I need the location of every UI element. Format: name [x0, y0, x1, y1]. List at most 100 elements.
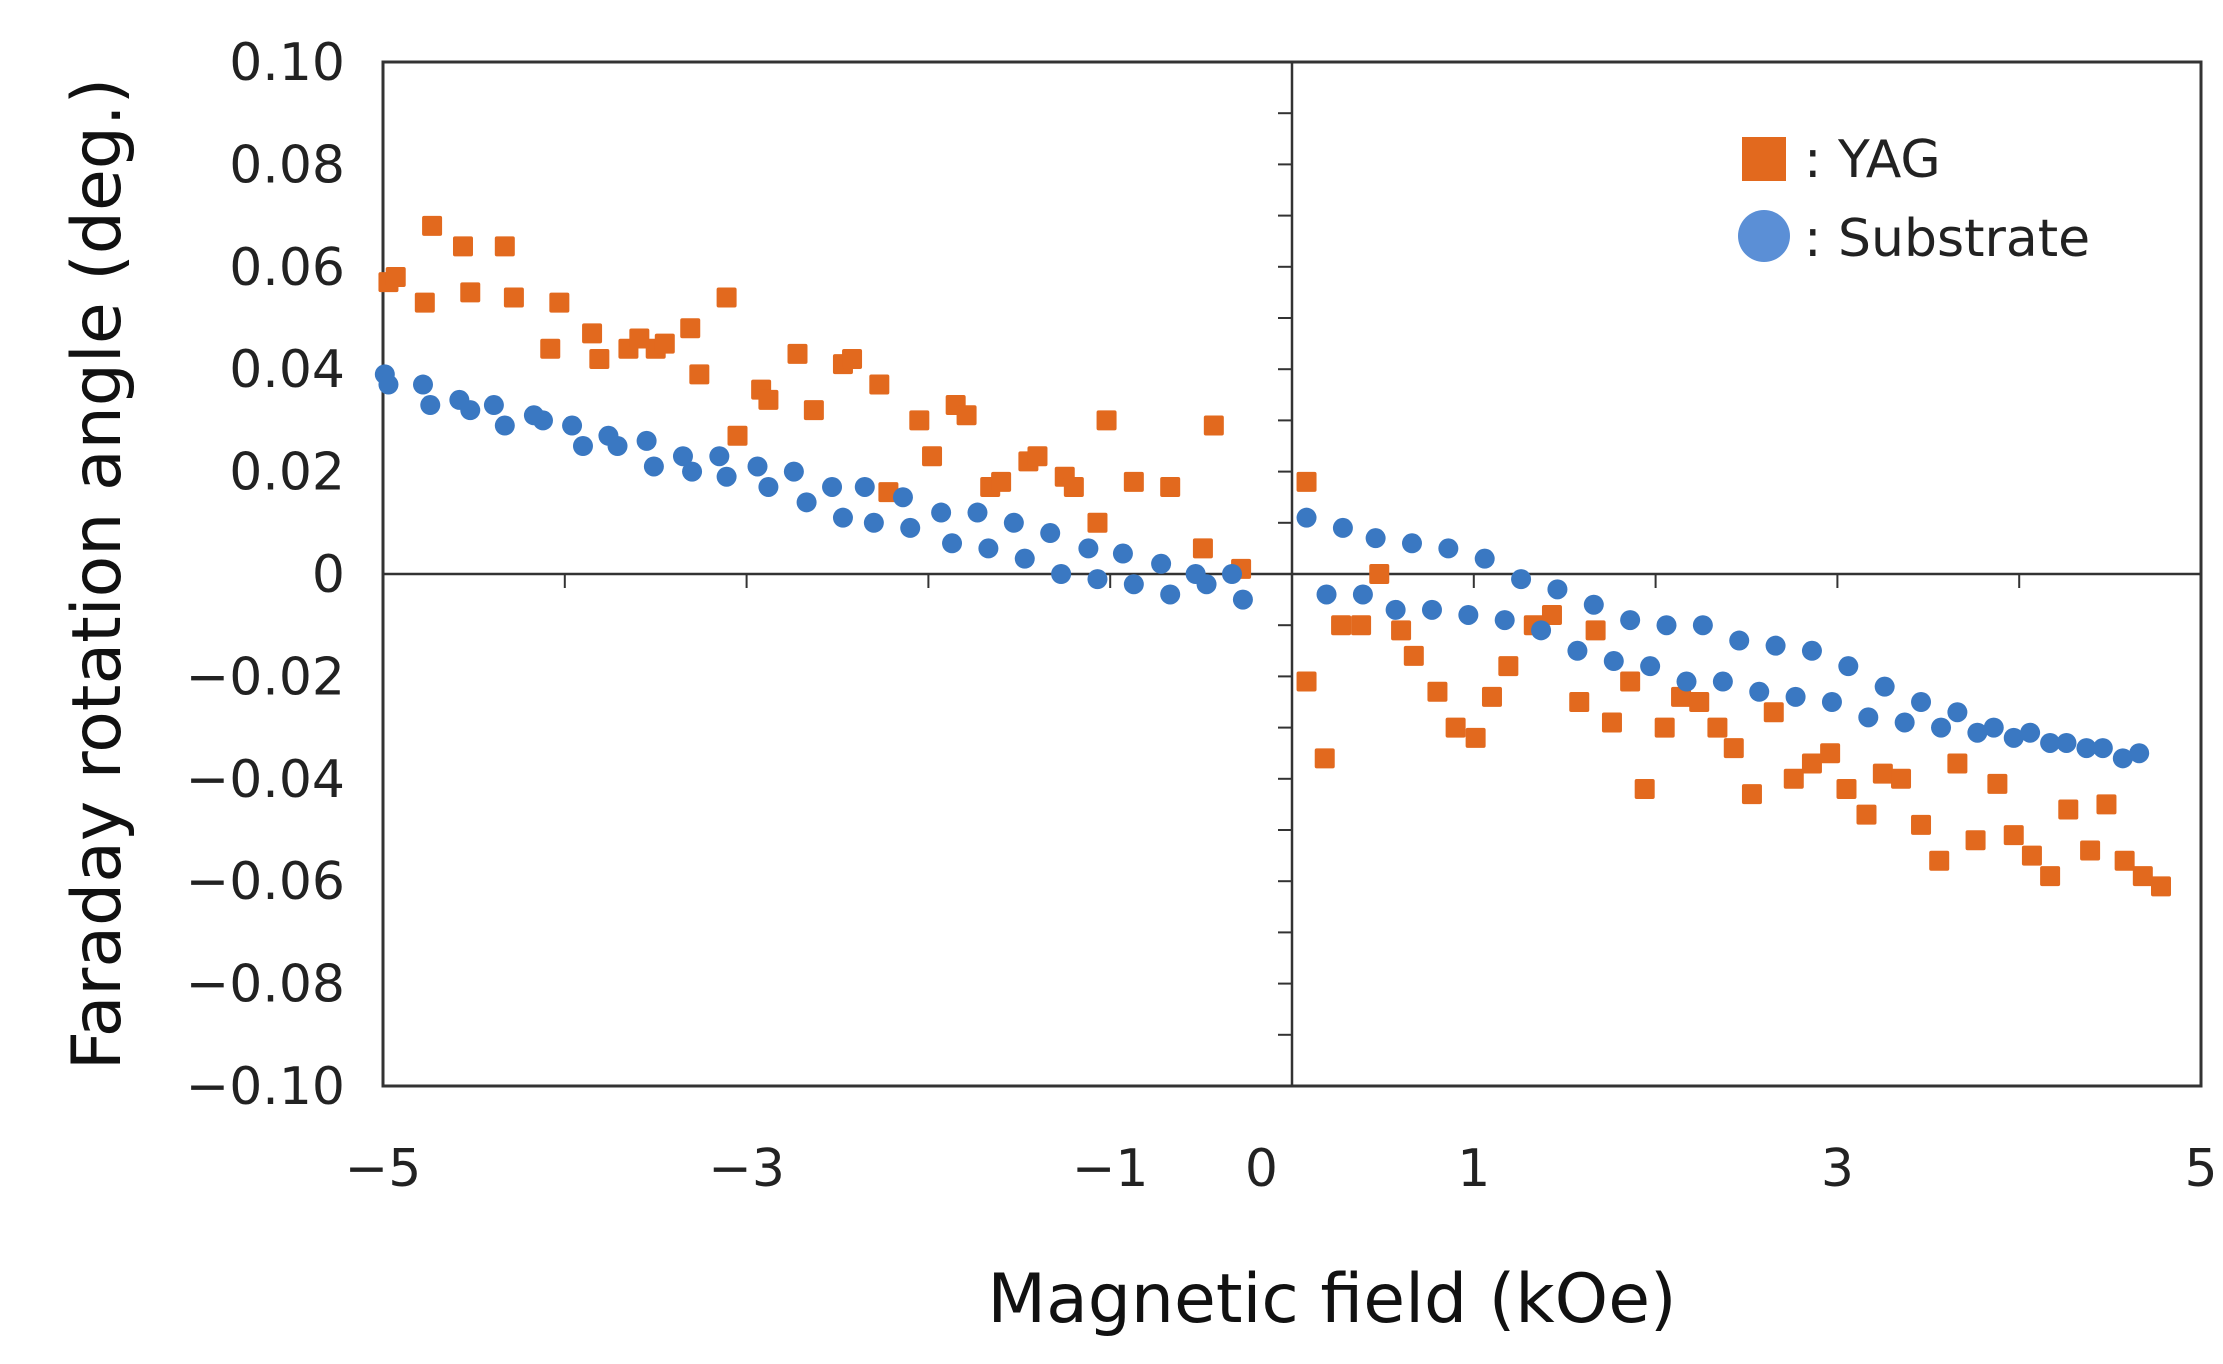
substrate-point — [1232, 589, 1253, 610]
y-tick-label: 0.06 — [229, 238, 345, 298]
yag-point — [1620, 671, 1641, 692]
yag-point — [1987, 773, 2008, 794]
substrate-point — [1531, 620, 1552, 641]
yag-point — [1929, 850, 1950, 871]
substrate-point — [758, 476, 779, 497]
yag-point — [1445, 717, 1466, 738]
substrate-point — [1458, 604, 1479, 625]
substrate-point — [1352, 584, 1373, 605]
yag-point — [991, 471, 1012, 492]
substrate-point — [1838, 656, 1859, 677]
yag-point — [1498, 656, 1519, 677]
yag-point — [422, 215, 443, 236]
yag-point — [680, 318, 701, 339]
yag-point — [1427, 681, 1448, 702]
x-tick-label: 1 — [1457, 1139, 1490, 1199]
substrate-point — [1640, 656, 1661, 677]
yag-point — [842, 348, 863, 369]
substrate-point — [1894, 712, 1915, 733]
yag-point — [1671, 686, 1692, 707]
y-axis-title: Faraday rotation angle (deg.) — [58, 78, 137, 1070]
yag-point — [460, 282, 481, 303]
substrate-point — [412, 374, 433, 395]
substrate-point — [1112, 543, 1133, 564]
yag-point — [869, 374, 890, 395]
substrate-point — [1931, 717, 1952, 738]
x-axis-title: Magnetic field (kOe) — [987, 1260, 1676, 1339]
substrate-point — [2003, 727, 2024, 748]
yag-point — [1856, 804, 1877, 825]
substrate-point — [483, 395, 504, 416]
yag-point — [494, 236, 515, 257]
substrate-point — [636, 430, 657, 451]
substrate-point — [709, 446, 730, 467]
y-tick-label: 0.08 — [229, 135, 345, 195]
substrate-point — [1583, 594, 1604, 615]
yag-point — [1541, 604, 1562, 625]
substrate-point — [1474, 548, 1495, 569]
yag-point — [1965, 830, 1986, 851]
substrate-point — [1421, 599, 1442, 620]
yag-point — [1836, 779, 1857, 800]
substrate-point — [460, 400, 481, 421]
substrate-point — [494, 415, 515, 436]
x-tick-label: 3 — [1821, 1139, 1854, 1199]
substrate-point — [643, 456, 664, 477]
yag-point — [589, 348, 610, 369]
substrate-point — [978, 538, 999, 559]
substrate-point — [2020, 722, 2041, 743]
yag-point — [787, 343, 808, 364]
substrate-point — [1196, 574, 1217, 595]
substrate-point — [1494, 610, 1515, 631]
substrate-point — [1801, 640, 1822, 661]
yag-point — [1296, 471, 1317, 492]
substrate-point — [900, 517, 921, 538]
substrate-point — [1785, 686, 1806, 707]
substrate-point — [1567, 640, 1588, 661]
substrate-point — [1385, 599, 1406, 620]
substrate-point — [2112, 748, 2133, 769]
substrate-point — [562, 415, 583, 436]
yag-point — [582, 323, 603, 344]
substrate-point — [1547, 579, 1568, 600]
yag-point — [1351, 615, 1372, 636]
substrate-point — [1316, 584, 1337, 605]
yag-point — [2040, 866, 2061, 887]
yag-point — [549, 292, 570, 313]
substrate-point — [2092, 738, 2113, 759]
yag-point — [1481, 686, 1502, 707]
axes-layer — [383, 62, 2201, 1086]
substrate-point — [1729, 630, 1750, 651]
substrate-point — [607, 436, 628, 456]
substrate-point — [783, 461, 804, 482]
substrate-point — [1858, 707, 1879, 728]
legend-substrate-label: : Substrate — [1804, 209, 2090, 269]
substrate-point — [672, 446, 693, 467]
legend-yag-label: : YAG — [1804, 130, 1941, 190]
yag-point — [1872, 763, 1893, 784]
yag-point — [2021, 845, 2042, 866]
substrate-point — [967, 502, 988, 523]
yag-point — [1369, 564, 1390, 584]
substrate-point — [378, 374, 399, 395]
yag-point — [1763, 702, 1784, 723]
x-tick-label: 5 — [2184, 1139, 2217, 1199]
substrate-point — [1676, 671, 1697, 692]
substrate-point — [572, 436, 593, 456]
y-tick-label: −0.02 — [186, 647, 345, 707]
yag-point — [1741, 784, 1762, 805]
substrate-point — [1911, 692, 1932, 712]
yag-point — [2058, 799, 2079, 820]
x-tick-labels: −5 −3 −1 0 1 3 5 — [345, 1139, 2218, 1199]
yag-point — [1585, 620, 1606, 641]
substrate-point — [1749, 681, 1770, 702]
substrate-point — [1040, 523, 1061, 544]
substrate-point — [1014, 548, 1035, 569]
yag-point — [385, 267, 406, 288]
yag-point — [654, 333, 675, 354]
yag-point — [1096, 410, 1117, 431]
substrate-point — [532, 410, 553, 431]
substrate-point — [1332, 517, 1353, 538]
yag-point — [1331, 615, 1352, 636]
substrate-point — [1947, 702, 1968, 723]
